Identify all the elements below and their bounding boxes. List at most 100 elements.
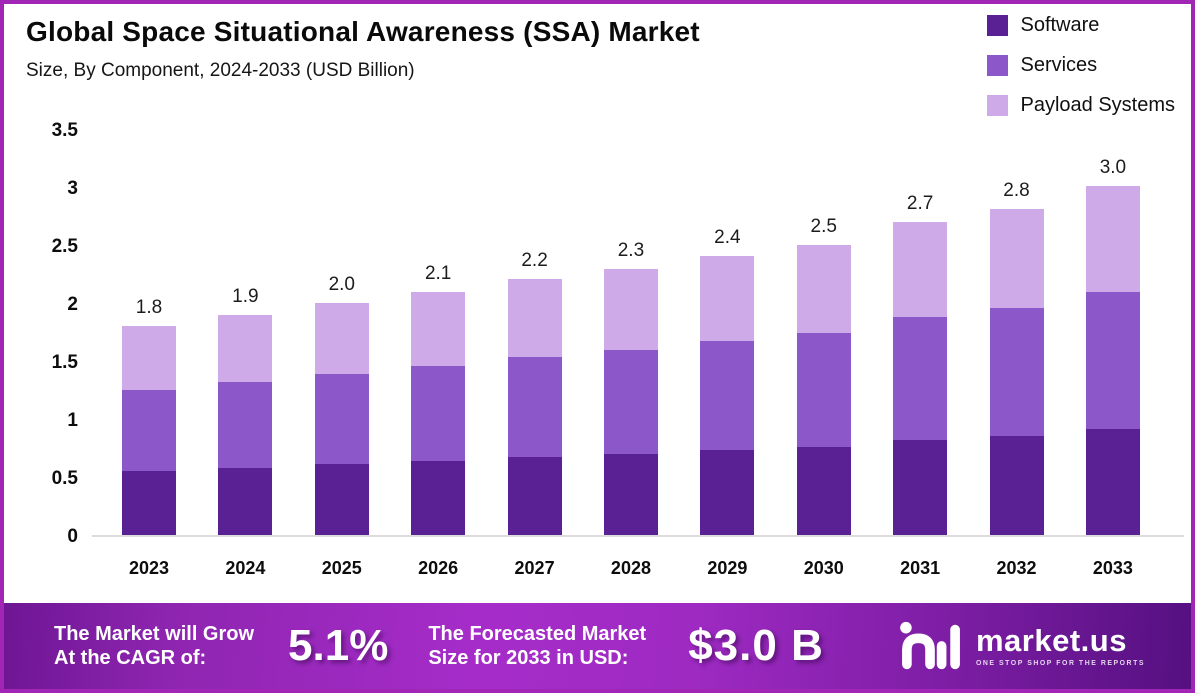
bar-group-2024: 1.9 2024 (218, 286, 273, 578)
bar-group-2025: 2.0 2025 (314, 274, 369, 578)
x-axis-label: 2023 (128, 558, 170, 578)
bar-total-label: 2.1 (424, 263, 452, 284)
chart-subtitle: Size, By Component, 2024-2033 (USD Billi… (26, 60, 415, 81)
legend-label: Payload Systems (1020, 94, 1175, 116)
legend-label: Services (1020, 54, 1098, 76)
bar-segment-services (122, 390, 176, 471)
bar-total-label: 2.2 (521, 250, 548, 271)
logo-tagline: ONE STOP SHOP FOR THE REPORTS (975, 660, 1145, 667)
legend: Software Services Payload Systems (987, 14, 1175, 117)
bar-segment-services (796, 333, 851, 447)
bar-group-2023: 1.8 2023 (122, 297, 176, 578)
bar-group-2032: 2.8 2032 (989, 180, 1044, 578)
x-axis-label: 2032 (996, 558, 1037, 578)
legend-swatch-icon (987, 15, 1009, 36)
x-axis-label: 2029 (707, 558, 748, 578)
y-axis: 3.5 3 2.5 2 1.5 1 0.5 0 (18, 120, 84, 547)
bar-segment-services (603, 350, 658, 454)
y-tick-label: 3.5 (51, 120, 78, 141)
bar-segment-software (1085, 429, 1140, 535)
bar-segment-software (989, 436, 1044, 535)
x-axis-label: 2030 (803, 558, 844, 578)
forecast-value: $3.0 B (688, 621, 824, 670)
legend-item-software: Software (987, 14, 1175, 37)
bar-total-label: 2.3 (617, 240, 645, 261)
bar-total-label: 2.8 (1003, 180, 1030, 201)
legend-item-payload-systems: Payload Systems (987, 94, 1175, 117)
bar-segment-software (507, 457, 562, 535)
cagr-label-line1: The Market will Grow (54, 622, 255, 645)
bar-segment-payload-systems (796, 245, 851, 333)
bar-segment-payload-systems (1085, 186, 1140, 292)
bar-segment-payload-systems (700, 256, 755, 341)
bar-total-label: 2.4 (714, 227, 741, 248)
bar-segment-software (411, 461, 466, 535)
plot-area: 1.8 2023 1.9 2024 2.0 2025 2.1 2026 2.2 2027 2.3 20… (92, 124, 1184, 578)
bar-segment-software (796, 447, 851, 535)
bar-segment-software (603, 454, 658, 535)
bar-segment-payload-systems (603, 269, 658, 350)
y-tick-label: 1.5 (51, 352, 78, 373)
cagr-label: The Market will Grow At the CAGR of: (54, 622, 254, 671)
bar-total-label: 3.0 (1099, 157, 1127, 178)
bar-total-label: 1.8 (135, 297, 163, 318)
legend-swatch-icon (987, 55, 1009, 76)
x-axis-label: 2025 (321, 558, 362, 578)
y-tick-label: 2.5 (51, 236, 78, 257)
bar-segment-services (893, 317, 948, 440)
bar-segment-software (893, 440, 948, 535)
forecast-label-line1: The Forecasted Market (428, 622, 647, 645)
legend-swatch-icon (987, 95, 1009, 116)
footer-banner: The Market will Grow At the CAGR of: 5.1… (4, 603, 1191, 689)
x-axis-label: 2027 (514, 558, 555, 578)
forecast-label: The Forecasted Market Size for 2033 in U… (428, 622, 646, 671)
bar-total-label: 2.5 (810, 216, 837, 237)
bar-segment-services (218, 382, 273, 468)
bar-segment-payload-systems (122, 326, 176, 390)
bars-container: 1.8 2023 1.9 2024 2.0 2025 2.1 2026 2.2 2027 2.3 20… (92, 124, 1184, 578)
bar-segment-payload-systems (893, 222, 948, 317)
bar-total-label: 2.0 (328, 274, 355, 295)
legend-label: Software (1020, 14, 1100, 36)
x-axis-label: 2031 (900, 558, 941, 578)
y-tick-label: 3 (67, 178, 78, 199)
bar-segment-software (122, 471, 176, 535)
bar-segment-services (989, 308, 1044, 436)
market-us-logo-mark-icon (900, 621, 960, 670)
y-tick-label: 0.5 (51, 468, 78, 489)
bar-segment-payload-systems (989, 209, 1044, 308)
bar-group-2031: 2.7 2031 (893, 193, 948, 578)
legend-item-services: Services (987, 54, 1175, 77)
cagr-label-line2: At the CAGR of: (54, 647, 207, 669)
bar-segment-payload-systems (507, 279, 562, 357)
bar-segment-services (507, 357, 562, 457)
x-axis-label: 2026 (418, 558, 459, 578)
logo-text: market.us (975, 623, 1127, 658)
bar-segment-software (218, 468, 273, 535)
bar-segment-services (411, 366, 466, 461)
bar-segment-payload-systems (218, 315, 273, 382)
x-axis-label: 2028 (610, 558, 651, 578)
bar-group-2028: 2.3 2028 (603, 240, 658, 578)
bar-group-2027: 2.2 2027 (507, 250, 562, 578)
bar-segment-services (1085, 292, 1140, 429)
bar-segment-services (700, 341, 755, 450)
bar-total-label: 2.7 (906, 193, 934, 214)
bar-segment-software (314, 464, 369, 535)
x-axis-label: 2024 (225, 558, 266, 578)
bar-group-2033: 3.0 2033 (1085, 157, 1140, 578)
market-us-logo: market.us ONE STOP SHOP FOR THE REPORTS (899, 619, 1145, 673)
cagr-value: 5.1% (288, 621, 389, 670)
bar-segment-software (700, 450, 755, 535)
bar-segment-services (314, 374, 369, 464)
bar-group-2030: 2.5 2030 (796, 216, 851, 578)
y-tick-label: 2 (67, 294, 78, 315)
bar-segment-payload-systems (411, 292, 466, 366)
bar-group-2026: 2.1 2026 (411, 263, 466, 578)
logo-text-group: market.us ONE STOP SHOP FOR THE REPORTS (976, 625, 1145, 667)
forecast-label-line2: Size for 2033 in USD: (428, 647, 629, 669)
bar-group-2029: 2.4 2029 (700, 227, 755, 578)
y-tick-label: 0 (67, 526, 78, 547)
chart-title: Global Space Situational Awareness (SSA)… (26, 16, 700, 47)
